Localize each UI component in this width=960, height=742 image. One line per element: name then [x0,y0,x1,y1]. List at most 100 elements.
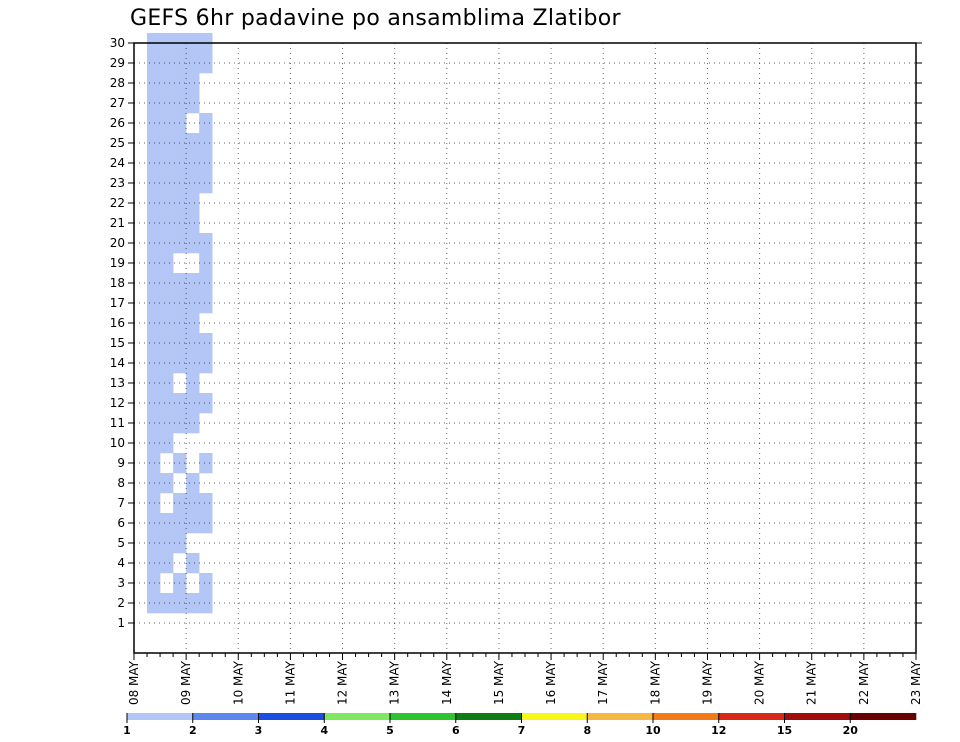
heatmap-cell [186,413,200,434]
y-tick-label: 17 [110,296,125,310]
colorbar-swatch [784,713,851,720]
heatmap-cell [186,333,200,354]
colorbar-swatch [390,713,457,720]
y-tick-label: 29 [110,56,125,70]
heatmap-cell [147,273,161,294]
heatmap-cell [147,93,161,114]
heatmap-cell [147,513,161,534]
heatmap-cell [147,113,161,134]
heatmap-cell [147,193,161,214]
heatmap-cell [199,593,213,614]
colorbar-swatch [850,713,917,720]
heatmap-cell [199,253,213,274]
colorbar-label: 6 [452,724,460,737]
heatmap-cell [186,53,200,74]
heatmap-cell [147,413,161,434]
y-tick-label: 22 [110,196,125,210]
y-tick-label: 6 [117,516,125,530]
colorbar-label: 1 [123,724,131,737]
heatmap-cell [147,133,161,154]
y-tick-label: 11 [110,416,125,430]
y-tick-label: 26 [110,116,125,130]
heatmap-cell [199,453,213,474]
x-tick-label: 23 MAY [909,660,923,705]
heatmap-cell [199,513,213,534]
heatmap-cell [199,113,213,134]
x-tick-label: 16 MAY [544,660,558,705]
heatmap-cell [147,313,161,334]
x-tick-label: 10 MAY [231,660,245,705]
heatmap-cell [147,53,161,74]
heatmap-cell [186,513,200,534]
heatmap-cell [147,233,161,254]
heatmap-cell [147,153,161,174]
y-tick-label: 30 [110,36,125,50]
y-tick-label: 23 [110,176,125,190]
x-tick-label: 20 MAY [753,660,767,705]
heatmap-cell [186,93,200,114]
colorbar-swatch [192,713,259,720]
heatmap-cell [160,513,174,534]
colorbar-label: 7 [518,724,526,737]
colorbar-swatch [718,713,785,720]
y-tick-label: 13 [110,376,125,390]
heatmap-cell [186,373,200,394]
colorbar-swatch [521,713,588,720]
x-tick-label: 18 MAY [648,660,662,705]
heatmap-cell [160,273,174,294]
heatmap-cell [147,493,161,514]
heatmap-cell [186,353,200,374]
heatmap-cell [199,53,213,74]
colorbar-label: 20 [843,724,859,737]
y-tick-label: 9 [117,456,125,470]
heatmap-cell [160,133,174,154]
colorbar-swatch [587,713,654,720]
heatmap-cell [186,393,200,414]
heatmap-cell [147,173,161,194]
heatmap-cell [186,473,200,494]
heatmap-cell [147,373,161,394]
heatmap-cell [147,353,161,374]
y-tick-label: 28 [110,76,125,90]
x-tick-label: 22 MAY [857,660,871,705]
y-tick-label: 24 [110,156,125,170]
heatmap-cell [186,553,200,574]
heatmap-cell [160,433,174,454]
y-tick-label: 16 [110,316,125,330]
heatmap-cell [199,273,213,294]
heatmap-cell [199,333,213,354]
heatmap-cell [160,73,174,94]
heatmap-cell [160,553,174,574]
y-tick-label: 12 [110,396,125,410]
heatmap-cell [160,473,174,494]
colorbar-swatch [127,713,194,720]
colorbar-label: 15 [777,724,792,737]
y-tick-label: 10 [110,436,125,450]
heatmap-cell [199,293,213,314]
y-tick-label: 8 [117,476,125,490]
colorbar-swatch [653,713,720,720]
colorbar-swatch [455,713,522,720]
heatmap-cell [160,193,174,214]
heatmap-cell [186,273,200,294]
heatmap-cell [147,453,161,474]
heatmap-cell [147,573,161,594]
heatmap-cell [160,173,174,194]
y-tick-label: 25 [110,136,125,150]
heatmap-cell [160,253,174,274]
heatmap-cell [160,593,174,614]
heatmap-cell [147,433,161,454]
y-tick-label: 20 [110,236,125,250]
colorbar-swatch [258,713,325,720]
heatmap-cell [147,213,161,234]
heatmap-cell [160,533,174,554]
y-tick-label: 3 [117,576,125,590]
y-tick-label: 14 [110,356,125,370]
heatmap-cell [147,553,161,574]
heatmap-cell [160,233,174,254]
x-tick-label: 21 MAY [805,660,819,705]
heatmap-cell [199,353,213,374]
y-tick-label: 5 [117,536,125,550]
heatmap-cell [147,593,161,614]
heatmap-cell [160,93,174,114]
